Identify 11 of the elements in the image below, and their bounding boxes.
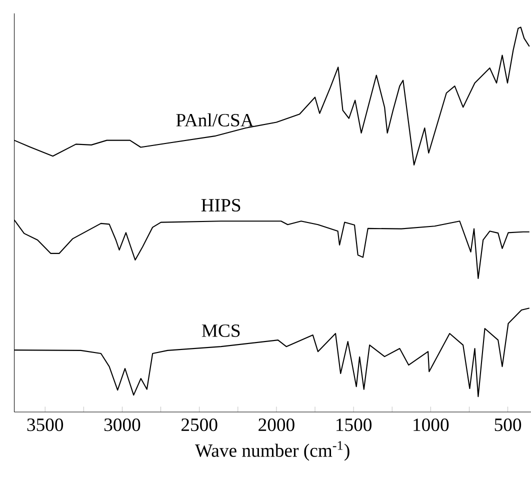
x-tick-label: 2500	[181, 418, 218, 432]
x-tick-label: 1500	[336, 418, 372, 432]
x-tick-label: 3000	[104, 418, 140, 432]
x-tick-label: 1000	[414, 418, 449, 432]
series-label: MCS	[202, 324, 240, 337]
series-label: PAnl/CSA	[176, 113, 254, 126]
x-tick-label: 3500	[27, 418, 64, 432]
x-tick-label: 500	[494, 418, 522, 432]
x-axis-title: Wave number (cm$^{-1}$)	[195, 441, 350, 461]
x-tick-label: 2000	[258, 418, 294, 432]
series-label: HIPS	[201, 198, 240, 212]
